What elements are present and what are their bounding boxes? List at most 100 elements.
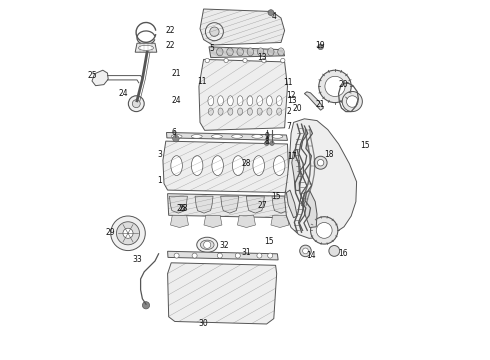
Circle shape [329,246,340,256]
Ellipse shape [268,48,274,56]
Text: 29: 29 [106,228,116,237]
Text: 31: 31 [242,248,251,257]
Ellipse shape [212,156,223,176]
Polygon shape [168,194,288,218]
Polygon shape [92,70,108,86]
Circle shape [235,253,240,258]
Polygon shape [292,149,301,191]
Ellipse shape [227,96,233,106]
Circle shape [117,222,140,245]
Circle shape [204,241,211,248]
Ellipse shape [278,48,284,56]
Polygon shape [204,215,222,228]
Ellipse shape [267,108,272,115]
Polygon shape [272,196,290,213]
Circle shape [270,141,274,145]
Text: 5: 5 [210,44,215,53]
Text: 1: 1 [157,176,162,185]
Ellipse shape [237,48,244,56]
Ellipse shape [200,240,214,249]
Polygon shape [209,47,285,58]
Ellipse shape [232,156,244,176]
Text: 15: 15 [271,192,281,201]
Polygon shape [302,191,317,228]
Ellipse shape [247,108,252,115]
Circle shape [303,248,308,254]
Ellipse shape [212,135,222,138]
Circle shape [346,96,358,107]
Text: 22: 22 [166,41,175,50]
Ellipse shape [277,108,282,115]
Ellipse shape [257,108,262,115]
Ellipse shape [227,48,233,56]
Text: 12: 12 [286,91,296,100]
Circle shape [205,23,223,41]
Text: 7: 7 [286,122,291,131]
Polygon shape [195,196,213,213]
Text: 25: 25 [88,71,98,80]
Text: 6: 6 [171,128,176,137]
Text: 15: 15 [360,141,370,150]
Ellipse shape [208,108,213,115]
Text: 21: 21 [315,100,325,109]
Text: 16: 16 [339,249,348,258]
Circle shape [325,76,345,96]
Text: 11: 11 [283,78,293,87]
Circle shape [281,58,285,63]
Polygon shape [286,190,297,218]
Circle shape [342,91,363,112]
Circle shape [314,156,327,169]
Polygon shape [200,9,285,45]
Circle shape [123,228,133,238]
Ellipse shape [247,48,254,56]
Text: 2: 2 [286,107,291,116]
Ellipse shape [192,156,203,176]
Text: 30: 30 [199,319,208,328]
Ellipse shape [228,108,233,115]
Text: 8: 8 [265,137,270,146]
Circle shape [192,253,197,258]
Ellipse shape [192,135,202,138]
Polygon shape [304,92,323,110]
Text: 3: 3 [157,150,162,159]
Circle shape [210,27,219,36]
Circle shape [132,100,140,108]
Polygon shape [163,141,289,193]
Text: 14: 14 [306,251,316,260]
Ellipse shape [171,156,182,176]
Text: 17: 17 [288,152,297,161]
Ellipse shape [197,237,218,252]
Polygon shape [246,196,264,213]
Text: 26: 26 [176,204,186,212]
Ellipse shape [273,156,285,176]
Text: 13: 13 [257,53,267,62]
Polygon shape [170,196,187,213]
Circle shape [319,70,351,103]
Ellipse shape [218,96,223,106]
Circle shape [172,135,179,142]
Ellipse shape [272,135,283,138]
Text: 20: 20 [339,80,348,89]
Circle shape [318,159,324,166]
Text: 22: 22 [166,26,175,35]
Circle shape [243,58,247,63]
Polygon shape [285,119,357,238]
Circle shape [268,253,273,258]
Text: 24: 24 [171,96,181,105]
Circle shape [257,253,262,258]
Circle shape [311,217,338,244]
Circle shape [205,58,209,63]
Polygon shape [168,251,278,260]
Ellipse shape [257,48,264,56]
Text: 4: 4 [272,12,277,21]
Ellipse shape [247,96,253,106]
Polygon shape [171,215,189,228]
Ellipse shape [232,135,243,138]
Circle shape [262,58,266,63]
Text: 33: 33 [133,256,143,264]
Polygon shape [135,43,157,52]
Circle shape [318,44,323,50]
Text: 28: 28 [242,159,251,168]
Text: 11: 11 [197,77,207,86]
Ellipse shape [267,96,272,106]
